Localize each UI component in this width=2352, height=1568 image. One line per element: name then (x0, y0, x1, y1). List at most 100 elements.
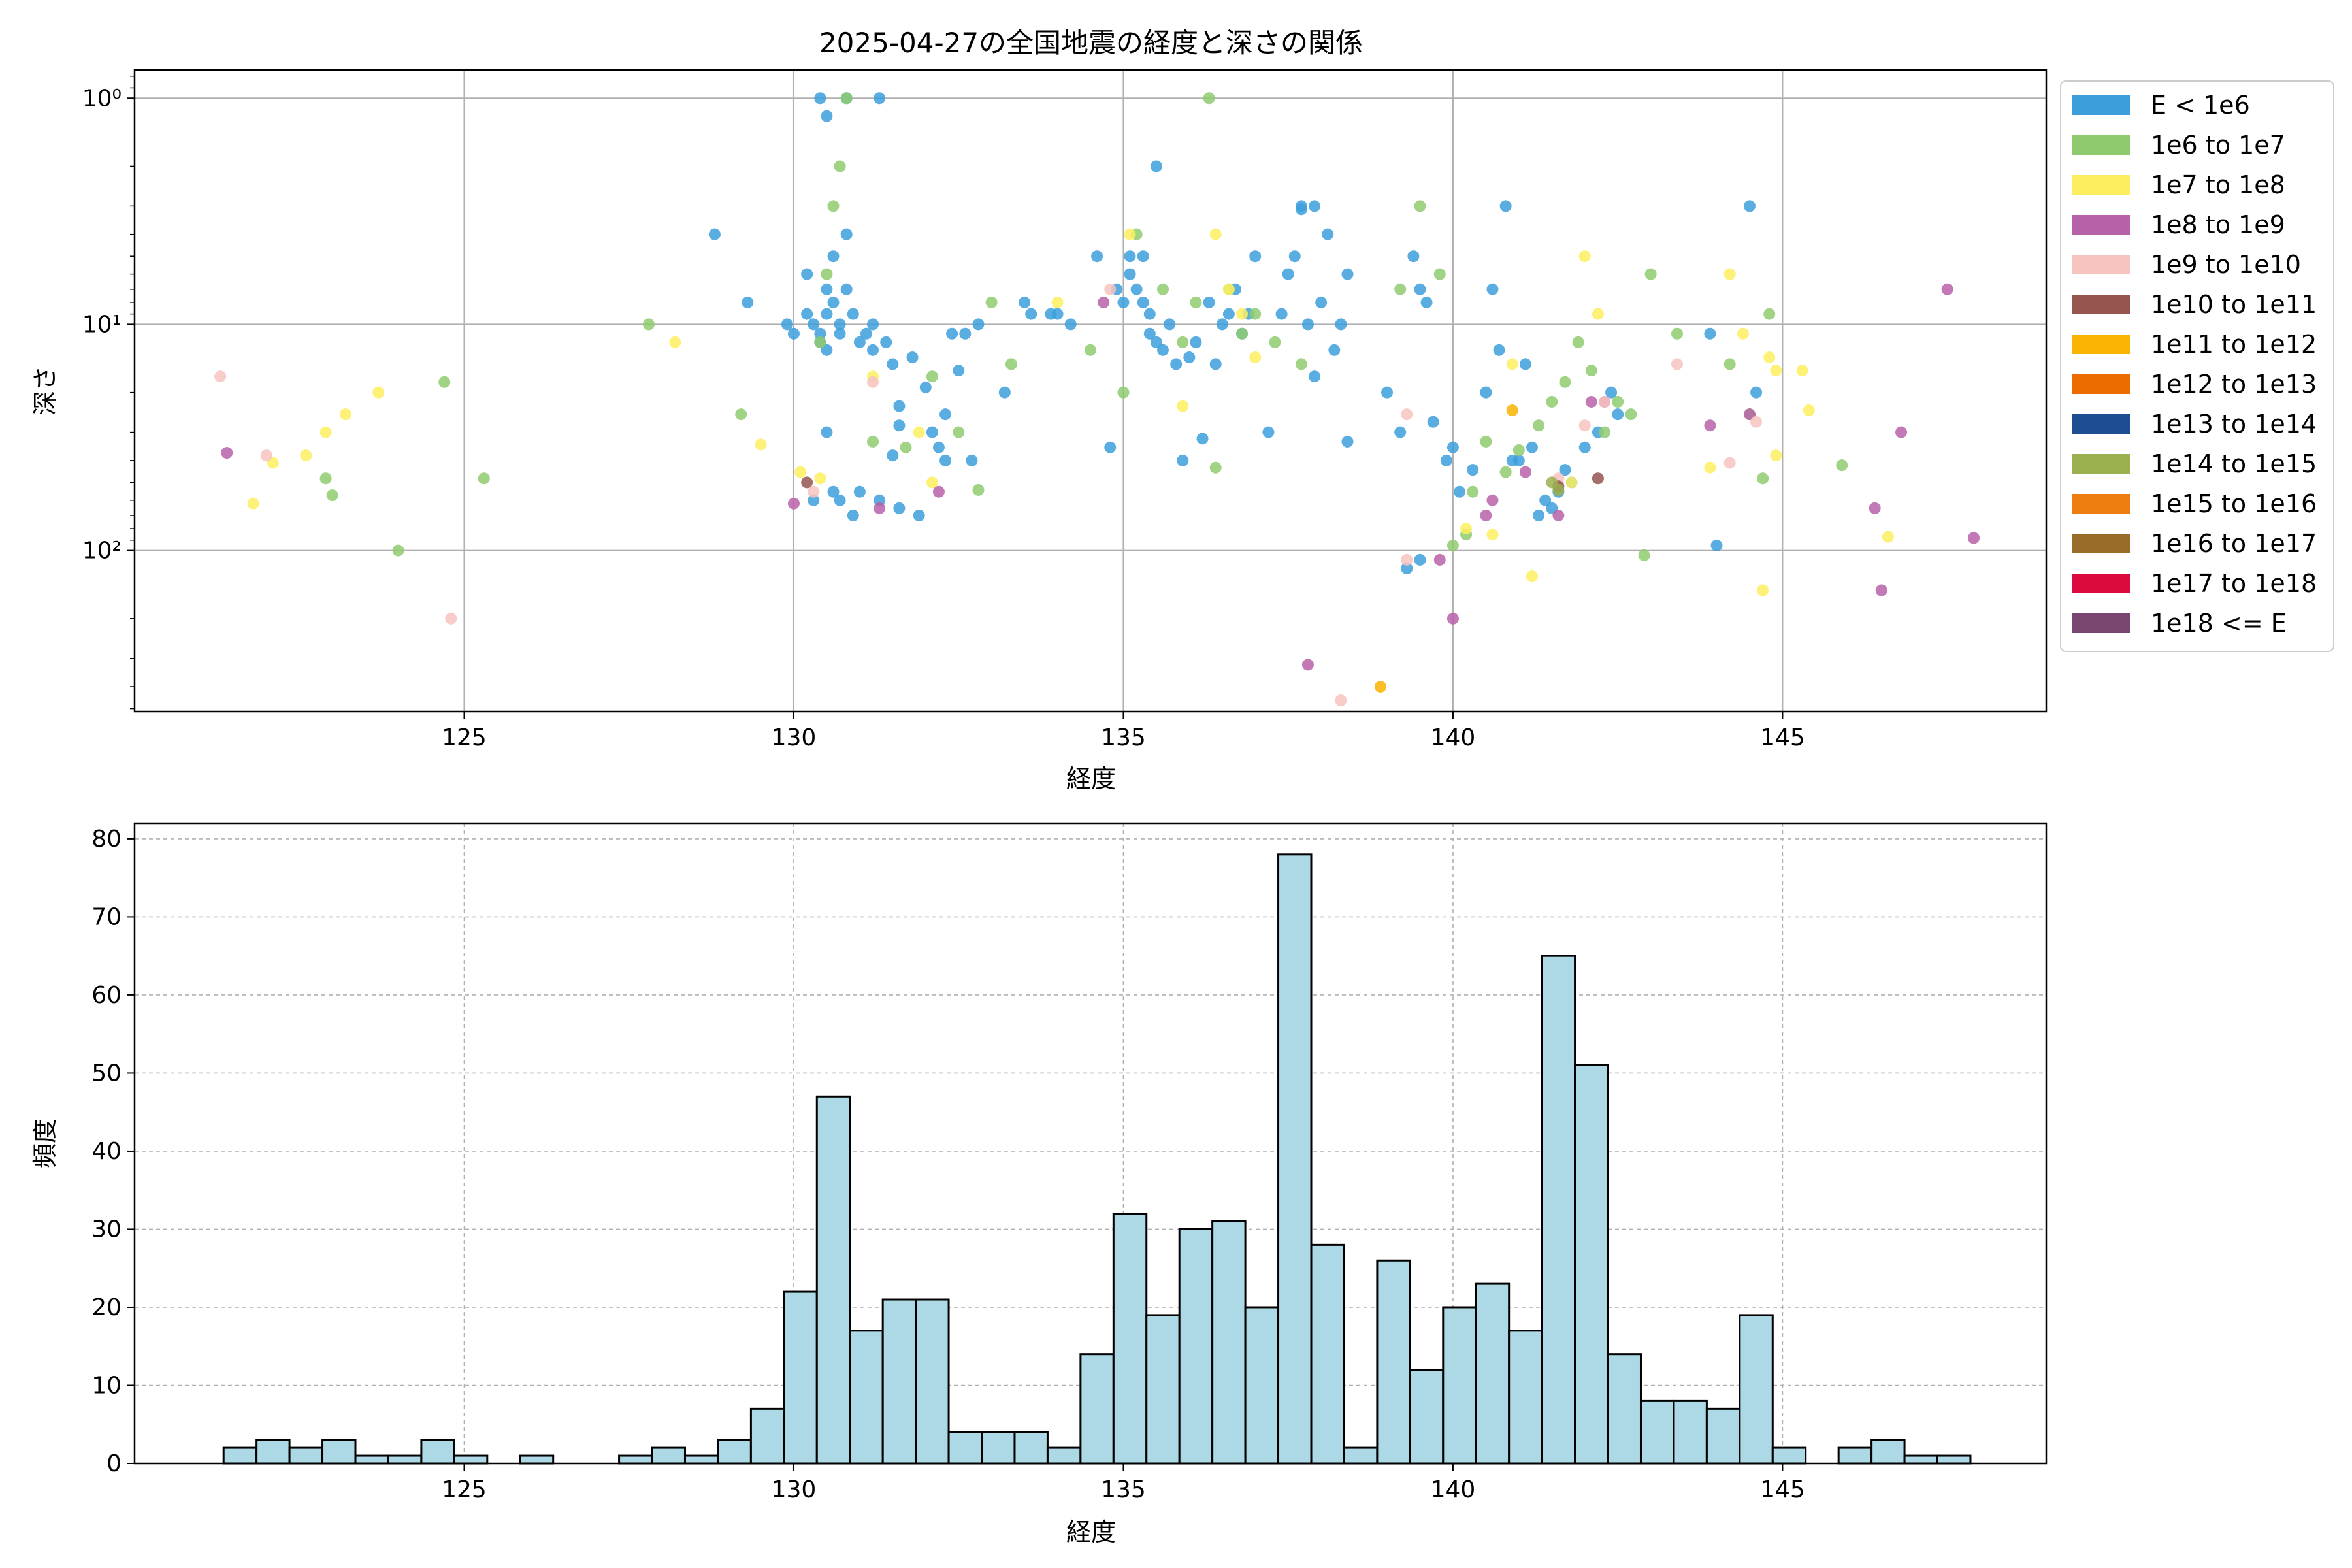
scatter-point (1546, 476, 1558, 489)
scatter-point (900, 441, 912, 453)
histogram-y-axis-label: 頻度 (31, 1119, 59, 1168)
scatter-x-tick-label: 145 (1760, 725, 1805, 751)
scatter-point (1275, 308, 1288, 320)
histogram-bar (1079, 1353, 1115, 1465)
scatter-point (1710, 539, 1723, 551)
scatter-point (1757, 584, 1769, 596)
scatter-point (1156, 283, 1169, 295)
histogram-bar (255, 1439, 291, 1465)
legend-swatch (2072, 494, 2130, 514)
scatter-point (821, 283, 833, 295)
scatter-point (1051, 296, 1064, 308)
histogram-bar (849, 1330, 884, 1465)
histogram-bar (1244, 1306, 1280, 1465)
legend-label: 1e9 to 1e10 (2151, 250, 2301, 279)
scatter-point (1414, 553, 1426, 566)
scatter-point (372, 386, 385, 399)
scatter-point (1480, 435, 1492, 448)
scatter-point (1803, 404, 1815, 417)
scatter-point (1895, 426, 1908, 438)
scatter-point (953, 365, 965, 377)
scatter-point (932, 441, 945, 453)
scatter-point (1288, 250, 1301, 263)
scatter-point (1098, 296, 1110, 308)
histogram-bar (981, 1431, 1016, 1465)
scatter-point (1143, 308, 1156, 320)
scatter-point (1592, 308, 1604, 320)
histogram-y-tick-label: 60 (91, 982, 122, 1009)
scatter-point (708, 228, 721, 240)
scatter-point (840, 228, 853, 240)
scatter-point (1743, 408, 1756, 421)
histogram-bar (1837, 1446, 1873, 1465)
scatter-point (880, 336, 892, 348)
legend-swatch (2072, 613, 2130, 633)
scatter-point (1704, 327, 1716, 340)
histogram-bar (1376, 1259, 1411, 1465)
scatter-point (874, 502, 886, 514)
scatter-point (787, 327, 800, 340)
scatter-point (821, 308, 833, 320)
scatter-point (669, 336, 681, 348)
histogram-bar (1475, 1282, 1511, 1465)
scatter-point (1322, 228, 1334, 240)
scatter-point (1512, 454, 1525, 466)
histogram-bar (1870, 1439, 1906, 1465)
scatter-point (1249, 250, 1262, 263)
scatter-point (221, 447, 233, 459)
histogram-bar (453, 1454, 489, 1465)
scatter-point (953, 426, 965, 438)
scatter-point (1493, 344, 1505, 356)
histogram-y-tick-label: 20 (91, 1294, 122, 1321)
scatter-point (781, 318, 793, 331)
scatter-point (1585, 365, 1597, 377)
scatter-point (1019, 296, 1031, 308)
scatter-point (834, 160, 846, 172)
histogram-y-tick-label: 80 (91, 826, 122, 853)
scatter-point (1309, 200, 1321, 212)
scatter-point (893, 400, 906, 412)
scatter-point (1565, 476, 1578, 489)
scatter-point (1770, 449, 1782, 462)
scatter-point (1723, 358, 1736, 370)
histogram-ticks: 125 130 135 140 145 0 10 20 30 40 50 60 70 80 (91, 826, 1805, 1503)
scatter-point (1605, 386, 1618, 399)
scatter-x-tick-label: 135 (1101, 725, 1146, 751)
scatter-point (1203, 92, 1215, 105)
scatter-point (1190, 296, 1202, 308)
histogram-bar (1145, 1314, 1181, 1465)
scatter-point (339, 408, 351, 421)
histogram-bar (749, 1407, 785, 1465)
scatter-point (1612, 395, 1624, 408)
histogram-bar (717, 1439, 752, 1465)
scatter-point (1559, 376, 1571, 388)
scatter-point (1236, 308, 1249, 320)
scatter-point (1704, 461, 1716, 474)
scatter-point (1150, 336, 1162, 348)
scatter-point (867, 435, 879, 448)
scatter-point (1282, 268, 1294, 280)
scatter-point (1117, 386, 1130, 399)
legend-label: 1e13 to 1e14 (2151, 410, 2317, 438)
scatter-point (260, 449, 272, 462)
scatter-point (1335, 318, 1347, 331)
scatter-point (1005, 358, 1017, 370)
legend-swatch (2072, 374, 2130, 394)
scatter-point (1763, 351, 1776, 364)
scatter-point (1104, 283, 1117, 295)
scatter-point (1750, 416, 1763, 428)
scatter-point (1341, 268, 1354, 280)
scatter-point (801, 268, 813, 280)
scatter-legend: E < 1e6 1e6 to 1e7 1e7 to 1e8 1e8 to 1e9 1e9… (2060, 80, 2334, 652)
scatter-x-tick-label: 125 (442, 725, 487, 751)
scatter-point (1486, 494, 1499, 506)
scatter-y-axis-label: 深さ (31, 366, 59, 416)
scatter-point (1480, 509, 1492, 521)
scatter-point (1407, 250, 1420, 263)
histogram-bar (1541, 955, 1576, 1465)
scatter-point (1598, 395, 1610, 408)
legend-swatch (2072, 215, 2130, 235)
histogram-bar (651, 1446, 686, 1465)
scatter-point (1209, 358, 1222, 370)
scatter-point (853, 336, 866, 348)
